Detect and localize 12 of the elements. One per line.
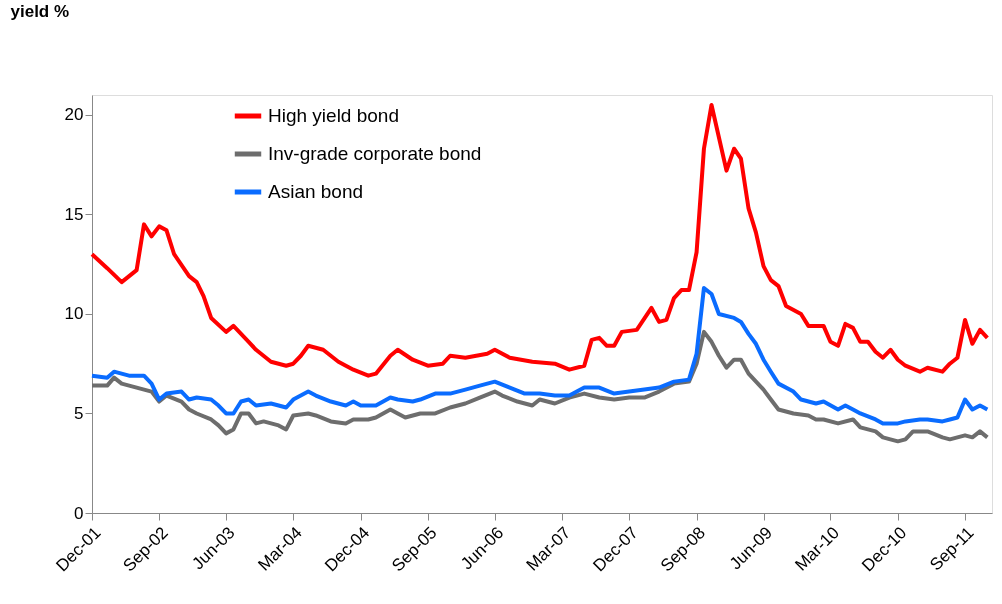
y-tick-label: 10: [64, 304, 84, 324]
line-series: [90, 286, 990, 426]
line-series: [90, 102, 990, 378]
legend-label: High yield bond: [268, 105, 399, 126]
line-series: [90, 329, 990, 444]
legend-label: Asian bond: [268, 181, 364, 202]
legend-label: Inv-grade corporate bond: [268, 143, 482, 164]
y-tick-label: 5: [74, 403, 84, 423]
y-tick-label: 15: [64, 204, 84, 224]
y-axis-title: yield %: [10, 1, 70, 21]
y-tick-label: 0: [74, 503, 84, 523]
y-tick-label: 20: [64, 105, 84, 125]
